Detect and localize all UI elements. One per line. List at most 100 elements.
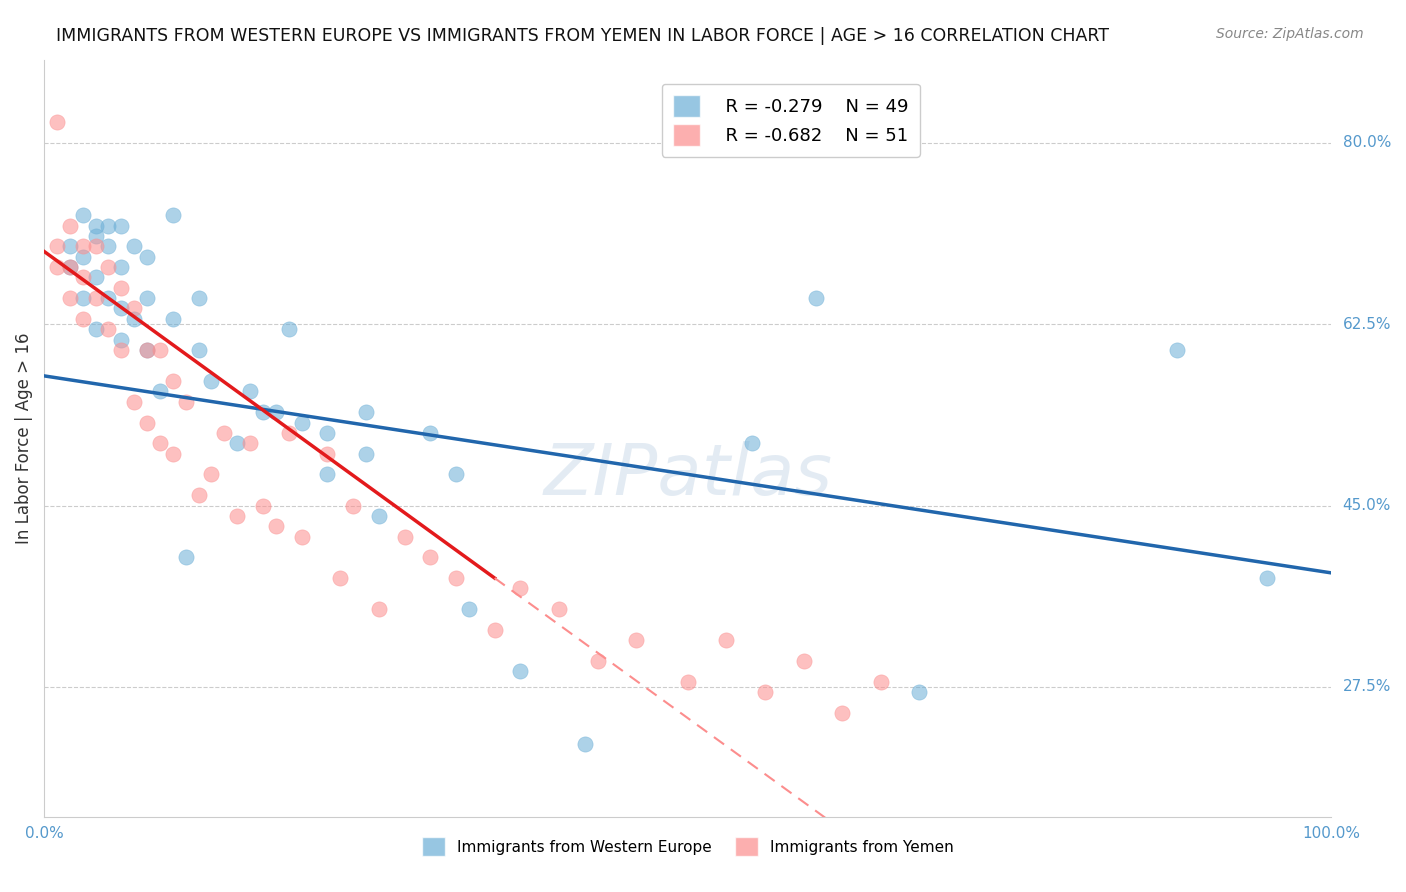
Point — [72, 250, 94, 264]
Point — [484, 623, 506, 637]
Point — [84, 228, 107, 243]
Point — [59, 239, 82, 253]
Point — [97, 239, 120, 253]
Point — [290, 530, 312, 544]
Point — [72, 311, 94, 326]
Point — [162, 447, 184, 461]
Point — [277, 425, 299, 440]
Point — [458, 602, 481, 616]
Point — [367, 508, 389, 523]
Point — [226, 508, 249, 523]
Point — [72, 239, 94, 253]
Point — [444, 571, 467, 585]
Point — [264, 405, 287, 419]
Point — [97, 291, 120, 305]
Point — [226, 436, 249, 450]
Point — [110, 343, 132, 357]
Point — [806, 291, 828, 305]
Point — [394, 530, 416, 544]
Point — [162, 374, 184, 388]
Text: Source: ZipAtlas.com: Source: ZipAtlas.com — [1216, 27, 1364, 41]
Point — [97, 260, 120, 274]
Point — [831, 706, 853, 720]
Point — [149, 384, 172, 399]
Text: 27.5%: 27.5% — [1343, 680, 1391, 695]
Text: IMMIGRANTS FROM WESTERN EUROPE VS IMMIGRANTS FROM YEMEN IN LABOR FORCE | AGE > 1: IMMIGRANTS FROM WESTERN EUROPE VS IMMIGR… — [56, 27, 1109, 45]
Point — [187, 488, 209, 502]
Point — [741, 436, 763, 450]
Point — [84, 291, 107, 305]
Point — [110, 219, 132, 233]
Point — [793, 654, 815, 668]
Point — [509, 582, 531, 596]
Y-axis label: In Labor Force | Age > 16: In Labor Force | Age > 16 — [15, 333, 32, 544]
Point — [200, 467, 222, 482]
Point — [252, 499, 274, 513]
Point — [419, 425, 441, 440]
Point — [252, 405, 274, 419]
Point — [342, 499, 364, 513]
Point — [59, 291, 82, 305]
Point — [122, 311, 145, 326]
Point — [149, 436, 172, 450]
Point — [84, 322, 107, 336]
Point — [136, 416, 159, 430]
Point — [84, 270, 107, 285]
Point — [110, 301, 132, 316]
Point — [110, 260, 132, 274]
Point — [354, 447, 377, 461]
Point — [754, 685, 776, 699]
Point — [1166, 343, 1188, 357]
Point — [59, 260, 82, 274]
Point — [59, 219, 82, 233]
Point — [290, 416, 312, 430]
Point — [110, 333, 132, 347]
Point — [367, 602, 389, 616]
Point — [329, 571, 352, 585]
Point — [214, 425, 236, 440]
Point — [869, 674, 891, 689]
Point — [676, 674, 699, 689]
Point — [110, 281, 132, 295]
Point — [316, 447, 339, 461]
Point — [46, 260, 69, 274]
Point — [122, 239, 145, 253]
Point — [574, 737, 596, 751]
Point — [444, 467, 467, 482]
Point — [200, 374, 222, 388]
Point — [548, 602, 571, 616]
Point — [149, 343, 172, 357]
Point — [174, 550, 197, 565]
Point — [162, 208, 184, 222]
Point — [419, 550, 441, 565]
Point — [136, 250, 159, 264]
Point — [46, 115, 69, 129]
Point — [174, 394, 197, 409]
Point — [72, 291, 94, 305]
Point — [626, 633, 648, 648]
Point — [136, 291, 159, 305]
Point — [586, 654, 609, 668]
Point — [316, 425, 339, 440]
Legend:   R = -0.279    N = 49,   R = -0.682    N = 51: R = -0.279 N = 49, R = -0.682 N = 51 — [662, 84, 920, 157]
Text: 62.5%: 62.5% — [1343, 317, 1391, 332]
Point — [239, 436, 262, 450]
Point — [122, 301, 145, 316]
Point — [72, 208, 94, 222]
Text: 80.0%: 80.0% — [1343, 135, 1391, 150]
Point — [239, 384, 262, 399]
Point — [84, 219, 107, 233]
Point — [72, 270, 94, 285]
Text: 45.0%: 45.0% — [1343, 498, 1391, 513]
Point — [277, 322, 299, 336]
Point — [354, 405, 377, 419]
Point — [1256, 571, 1278, 585]
Point — [46, 239, 69, 253]
Point — [716, 633, 738, 648]
Point — [97, 219, 120, 233]
Point — [122, 394, 145, 409]
Point — [187, 291, 209, 305]
Text: ZIPatlas: ZIPatlas — [543, 442, 832, 510]
Point — [136, 343, 159, 357]
Point — [316, 467, 339, 482]
